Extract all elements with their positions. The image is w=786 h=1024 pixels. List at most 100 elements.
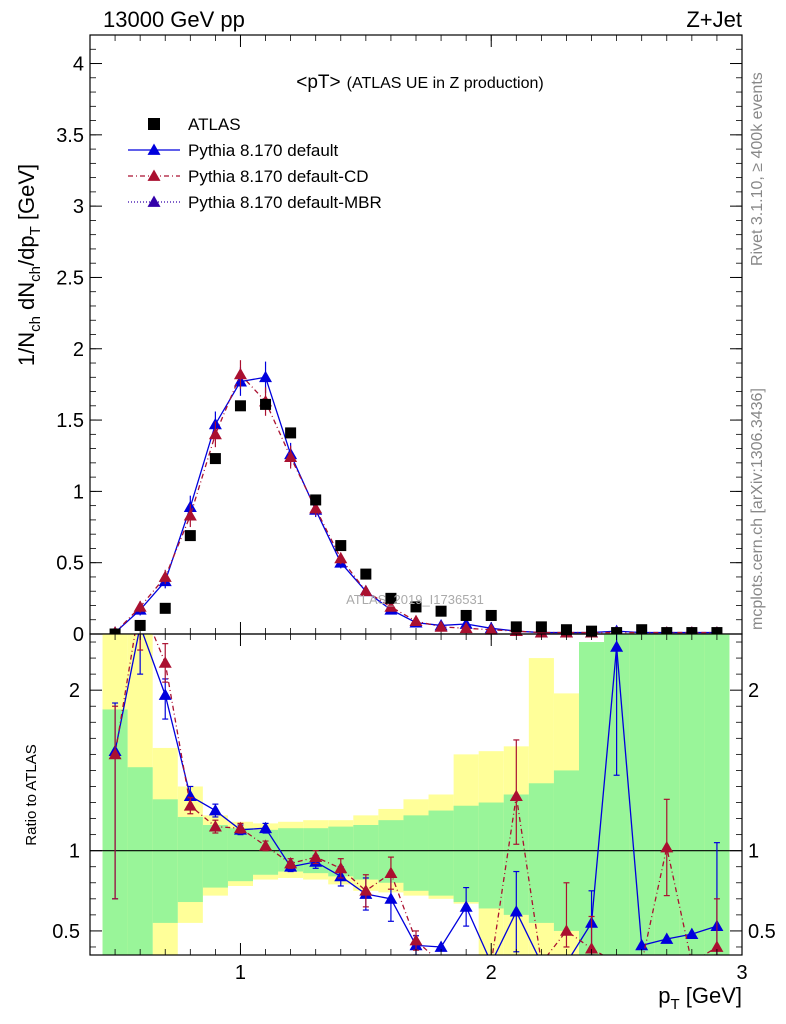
main-y-tick-label: 2.5 xyxy=(56,267,84,289)
main-marker-cd xyxy=(459,621,473,634)
data-point xyxy=(586,625,598,637)
ratio-marker-cd xyxy=(334,861,348,874)
ratio-marker-default xyxy=(434,940,448,952)
ratio-y-tick-label-right: 1 xyxy=(748,841,759,863)
data-point xyxy=(234,400,246,412)
main-marker-cd xyxy=(434,620,448,632)
uncertainty-band-inner xyxy=(353,824,379,880)
main-marker-cd xyxy=(233,367,247,380)
ratio-y-tick-label: 1 xyxy=(69,841,80,863)
data-point xyxy=(510,621,522,633)
mcplots-label: mcplots.cern.ch [arXiv:1306.3436] xyxy=(749,388,766,630)
legend-label: Pythia 8.170 default xyxy=(188,141,339,160)
ratio-marker-default xyxy=(158,688,172,700)
legend-marker-mbr xyxy=(147,195,161,207)
uncertainty-band-inner xyxy=(478,802,504,909)
main-marker-cd xyxy=(334,551,348,564)
data-point xyxy=(134,619,146,631)
ratio-y-tick-label: 2 xyxy=(69,680,80,702)
main-marker-cd xyxy=(484,623,498,635)
energy-label: 13000 GeV pp xyxy=(103,7,245,32)
data-point xyxy=(360,568,372,580)
ratio-marker-cd xyxy=(259,839,273,851)
ratio-marker-default xyxy=(208,804,222,816)
ratio-y-tick-label-right: 0.5 xyxy=(748,921,776,943)
data-point xyxy=(485,609,497,621)
x-tick-label: 3 xyxy=(736,962,747,984)
main-y-axis-label: 1/Nch dNch/dpT [GeV] xyxy=(14,164,44,366)
ratio-marker-default xyxy=(685,927,699,940)
rivet-label: Rivet 3.1.10, ≥ 400k events xyxy=(749,72,766,266)
ratio-marker-default xyxy=(384,892,398,904)
data-point xyxy=(661,627,673,639)
ratio-y-tick-label-right: 2 xyxy=(748,680,759,702)
data-point xyxy=(335,540,347,552)
x-axis-label: pT [GeV] xyxy=(658,983,742,1013)
ratio-marker-cd xyxy=(233,821,247,834)
data-point xyxy=(611,627,623,639)
ratio-marker-cd xyxy=(710,940,724,952)
main-marker-cd xyxy=(384,600,398,612)
main-plot: 0 0.5 1 1.5 2 2.5 3 3.5 4 xyxy=(56,34,743,646)
ratio-marker-default xyxy=(610,640,624,652)
uncertainty-band-inner xyxy=(453,805,479,903)
process-label: Z+Jet xyxy=(686,7,742,32)
ratio-marker-default xyxy=(660,932,674,944)
data-point xyxy=(535,621,547,633)
main-marker-cd xyxy=(208,427,222,440)
data-point xyxy=(636,624,648,636)
ratio-marker-cd xyxy=(559,924,573,936)
main-marker-cd xyxy=(133,600,147,612)
data-point xyxy=(209,453,221,465)
data-point xyxy=(686,627,698,639)
uncertainty-band-inner xyxy=(202,824,228,888)
ratio-y-axis-label: Ratio to ATLAS xyxy=(23,744,40,845)
ratio-marker-default xyxy=(183,789,197,801)
data-point xyxy=(385,592,397,604)
chart-title: <pT> (ATLAS UE in Z production) xyxy=(296,72,543,93)
legend-label: Pythia 8.170 default-MBR xyxy=(188,193,382,212)
data-point xyxy=(310,494,322,506)
main-marker-cd xyxy=(309,501,323,514)
ratio-marker-cd xyxy=(585,942,599,954)
uncertainty-band-inner xyxy=(528,783,554,923)
main-marker-cd xyxy=(359,584,373,597)
x-tick-label: 2 xyxy=(486,962,497,984)
uncertainty-band-inner xyxy=(403,815,429,891)
uncertainty-band-inner xyxy=(428,810,454,896)
ratio-marker-cd xyxy=(208,820,222,832)
ratio-marker-default xyxy=(259,821,273,834)
data-point xyxy=(285,427,297,439)
main-marker-cd xyxy=(409,614,423,627)
legend-label: Pythia 8.170 default-CD xyxy=(188,167,369,186)
data-point xyxy=(435,605,447,617)
uncertainty-band-inner xyxy=(227,828,253,882)
uncertainty-band-inner xyxy=(654,634,680,955)
data-point xyxy=(159,602,171,614)
x-tick-label: 1 xyxy=(235,962,246,984)
ratio-marker-default xyxy=(509,905,523,917)
legend-marker-data xyxy=(148,118,160,130)
main-y-tick-label: 0 xyxy=(73,624,84,646)
main-y-tick-label: 4 xyxy=(73,54,84,76)
uncertainty-band-inner xyxy=(152,799,178,923)
main-marker-default xyxy=(259,370,273,383)
ratio-plot: 0.5 0.5 1 1 2 2 1 2 3 xyxy=(52,633,776,984)
ratio-y-tick-label: 0.5 xyxy=(52,921,80,943)
ratio-series-group xyxy=(108,634,724,955)
main-y-tick-label: 3.5 xyxy=(56,125,84,147)
legend-label: ATLAS xyxy=(188,115,241,134)
ratio-marker-cd xyxy=(108,747,122,760)
main-y-tick-label: 3 xyxy=(73,196,84,218)
main-marker-cd xyxy=(158,570,172,582)
data-point xyxy=(560,624,572,636)
ratio-marker-default xyxy=(459,900,473,912)
ratio-marker-cd xyxy=(284,857,298,869)
legend-marker-cd xyxy=(147,169,161,181)
uncertainty-band-inner xyxy=(127,767,153,955)
ratio-marker-cd xyxy=(509,789,523,801)
uncertainty-band-inner xyxy=(679,634,705,955)
watermark: ATLAS_2019_I1736531 xyxy=(346,592,484,607)
uncertainty-band-inner xyxy=(629,634,655,955)
ratio-marker-cd xyxy=(409,934,423,946)
